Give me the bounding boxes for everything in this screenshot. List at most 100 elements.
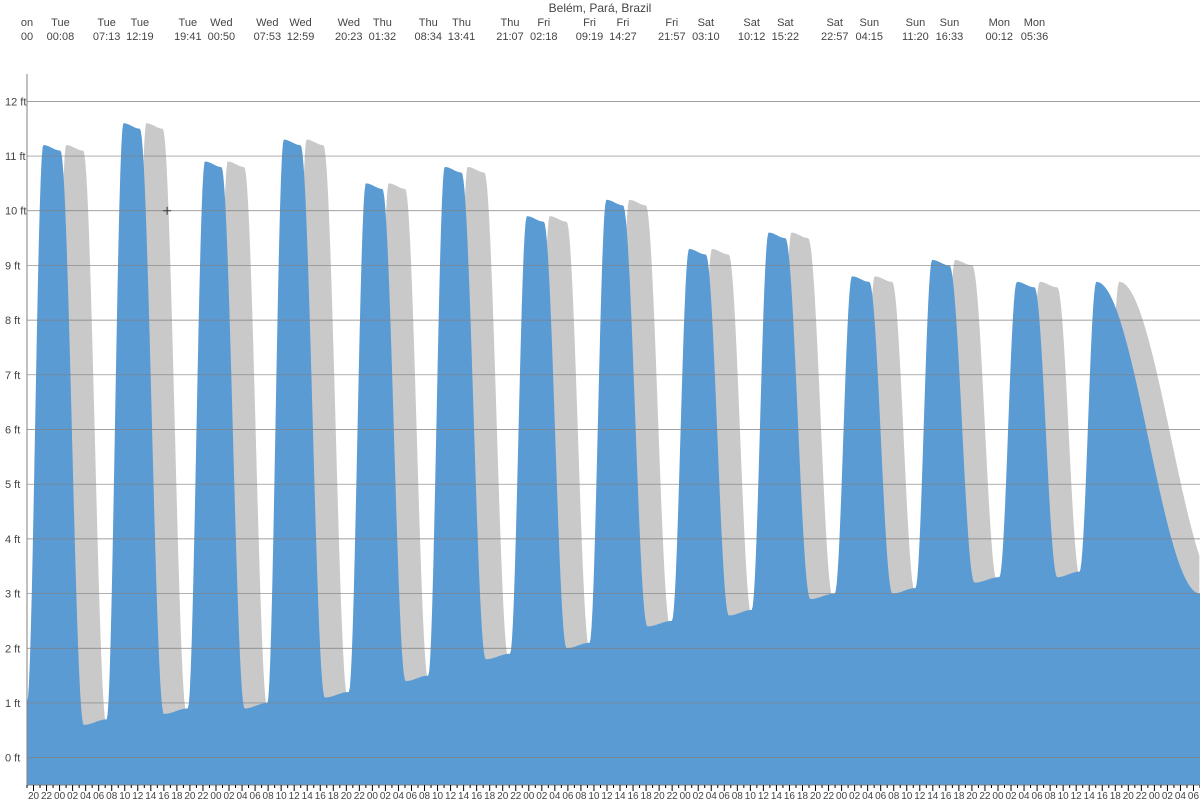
x-tick-label: 20 — [810, 791, 822, 800]
x-tick-label: 08 — [106, 791, 118, 800]
top-time-label: 00 — [21, 31, 33, 43]
top-day-label: Sun — [906, 17, 926, 29]
top-day-label: Mon — [989, 17, 1010, 29]
top-time-label: 21:57 — [658, 31, 686, 43]
x-tick-label: 08 — [575, 791, 587, 800]
x-tick-label: 12 — [758, 791, 770, 800]
top-day-label: Wed — [210, 17, 232, 29]
y-tick-label: 7 ft — [5, 370, 20, 382]
top-time-label: 21:07 — [496, 31, 524, 43]
x-tick-label: 18 — [797, 791, 809, 800]
x-tick-label: 02 — [536, 791, 548, 800]
x-tick-label: 12 — [132, 791, 144, 800]
x-tick-label: 04 — [549, 791, 561, 800]
x-tick-label: 14 — [145, 791, 157, 800]
top-day-label: Fri — [537, 17, 550, 29]
x-tick-label: 00 — [54, 791, 66, 800]
x-tick-label: 04 — [1175, 791, 1187, 800]
x-tick-label: 08 — [732, 791, 744, 800]
x-tick-label: 16 — [471, 791, 483, 800]
x-tick-label: 16 — [627, 791, 639, 800]
x-tick-label: 18 — [953, 791, 965, 800]
y-tick-label: 11 ft — [5, 151, 26, 163]
x-tick-label: 10 — [901, 791, 913, 800]
top-time-label: 13:41 — [448, 31, 476, 43]
x-tick-label: 06 — [250, 791, 262, 800]
x-tick-label: 02 — [223, 791, 235, 800]
top-time-label: 10:12 — [738, 31, 766, 43]
top-time-label: 14:27 — [609, 31, 637, 43]
x-tick-label: 00 — [992, 791, 1004, 800]
top-day-label: Sat — [826, 17, 843, 29]
chart-title: Belém, Pará, Brazil — [549, 1, 652, 15]
x-tick-label: 18 — [328, 791, 340, 800]
x-tick-label: 12 — [445, 791, 457, 800]
x-tick-label: 06 — [562, 791, 574, 800]
top-time-label: 00:12 — [986, 31, 1014, 43]
top-day-label: on — [21, 17, 33, 29]
x-tick-label: 06 — [719, 791, 731, 800]
top-day-label: Wed — [338, 17, 360, 29]
x-tick-label: 02 — [1005, 791, 1017, 800]
y-tick-label: 8 ft — [5, 315, 20, 327]
x-tick-label: 00 — [1149, 791, 1161, 800]
y-tick-label: 4 ft — [5, 534, 20, 546]
x-tick-label: 12 — [289, 791, 301, 800]
top-day-label: Sat — [743, 17, 760, 29]
y-tick-label: 3 ft — [5, 589, 20, 601]
x-tick-label: 16 — [784, 791, 796, 800]
x-tick-label: 00 — [680, 791, 692, 800]
top-time-label: 09:19 — [576, 31, 604, 43]
x-tick-label: 22 — [979, 791, 991, 800]
x-tick-label: 12 — [1071, 791, 1083, 800]
top-time-label: 15:22 — [772, 31, 800, 43]
top-time-label: 00:50 — [208, 31, 236, 43]
x-tick-label: 20 — [654, 791, 666, 800]
top-time-label: 20:23 — [335, 31, 363, 43]
top-day-label: Thu — [419, 17, 438, 29]
top-day-label: Sun — [940, 17, 960, 29]
x-tick-label: 08 — [263, 791, 275, 800]
top-time-label: 16:33 — [936, 31, 964, 43]
top-time-label: 11:20 — [902, 31, 929, 43]
x-tick-label: 22 — [667, 791, 679, 800]
x-tick-label: 14 — [1084, 791, 1096, 800]
top-day-label: Tue — [51, 17, 70, 29]
x-tick-label: 04 — [236, 791, 248, 800]
y-tick-label: 6 ft — [5, 425, 20, 437]
x-tick-label: 06 — [93, 791, 105, 800]
x-tick-label: 00 — [836, 791, 848, 800]
top-day-label: Wed — [289, 17, 311, 29]
top-time-label: 12:59 — [287, 31, 315, 43]
x-tick-label: 10 — [745, 791, 757, 800]
x-tick-label: 04 — [1018, 791, 1030, 800]
x-tick-label: 20 — [341, 791, 353, 800]
x-tick-label: 22 — [41, 791, 53, 800]
x-tick-label: 10 — [1058, 791, 1070, 800]
x-tick-label: 02 — [380, 791, 392, 800]
y-tick-label: 10 ft — [5, 206, 26, 218]
x-tick-label: 04 — [862, 791, 874, 800]
top-day-label: Fri — [617, 17, 630, 29]
top-day-label: Fri — [583, 17, 596, 29]
x-tick-label: 18 — [171, 791, 183, 800]
x-tick-label: 06 — [1188, 791, 1200, 800]
y-tick-label: 0 ft — [5, 753, 20, 765]
top-time-label: 08:34 — [414, 31, 442, 43]
x-tick-label: 02 — [693, 791, 705, 800]
top-day-label: Sat — [777, 17, 794, 29]
top-time-label: 00:08 — [47, 31, 75, 43]
top-time-label: 01:32 — [369, 31, 397, 43]
x-tick-label: 20 — [184, 791, 196, 800]
x-tick-label: 00 — [523, 791, 535, 800]
x-tick-label: 04 — [393, 791, 405, 800]
top-time-label: 02:18 — [530, 31, 558, 43]
top-time-label: 05:36 — [1021, 31, 1049, 43]
x-tick-label: 22 — [510, 791, 522, 800]
x-tick-label: 08 — [1045, 791, 1057, 800]
x-tick-label: 12 — [601, 791, 613, 800]
top-time-label: 12:19 — [126, 31, 154, 43]
x-tick-label: 10 — [119, 791, 131, 800]
x-tick-label: 20 — [1123, 791, 1135, 800]
x-tick-label: 22 — [823, 791, 835, 800]
